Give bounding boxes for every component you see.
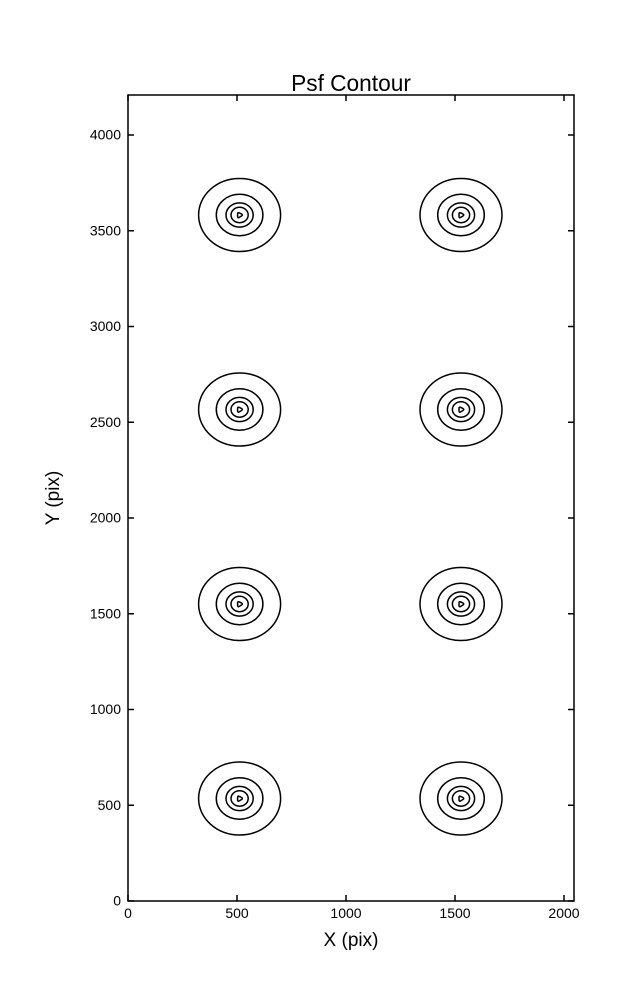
svg-text:4000: 4000 [90,127,121,143]
svg-text:0: 0 [124,905,132,921]
svg-text:1500: 1500 [439,905,470,921]
svg-text:500: 500 [98,797,122,813]
svg-text:500: 500 [225,905,249,921]
svg-text:1500: 1500 [90,605,121,621]
svg-text:1000: 1000 [330,905,361,921]
svg-text:2000: 2000 [90,510,121,526]
svg-text:3500: 3500 [90,222,121,238]
svg-text:1000: 1000 [90,701,121,717]
svg-text:2500: 2500 [90,414,121,430]
svg-text:Y (pix): Y (pix) [43,471,64,526]
svg-text:3000: 3000 [90,318,121,334]
svg-text:X (pix): X (pix) [324,930,379,951]
svg-text:2000: 2000 [548,905,579,921]
svg-text:0: 0 [113,893,121,909]
svg-text:Psf Contour: Psf Contour [291,70,411,96]
